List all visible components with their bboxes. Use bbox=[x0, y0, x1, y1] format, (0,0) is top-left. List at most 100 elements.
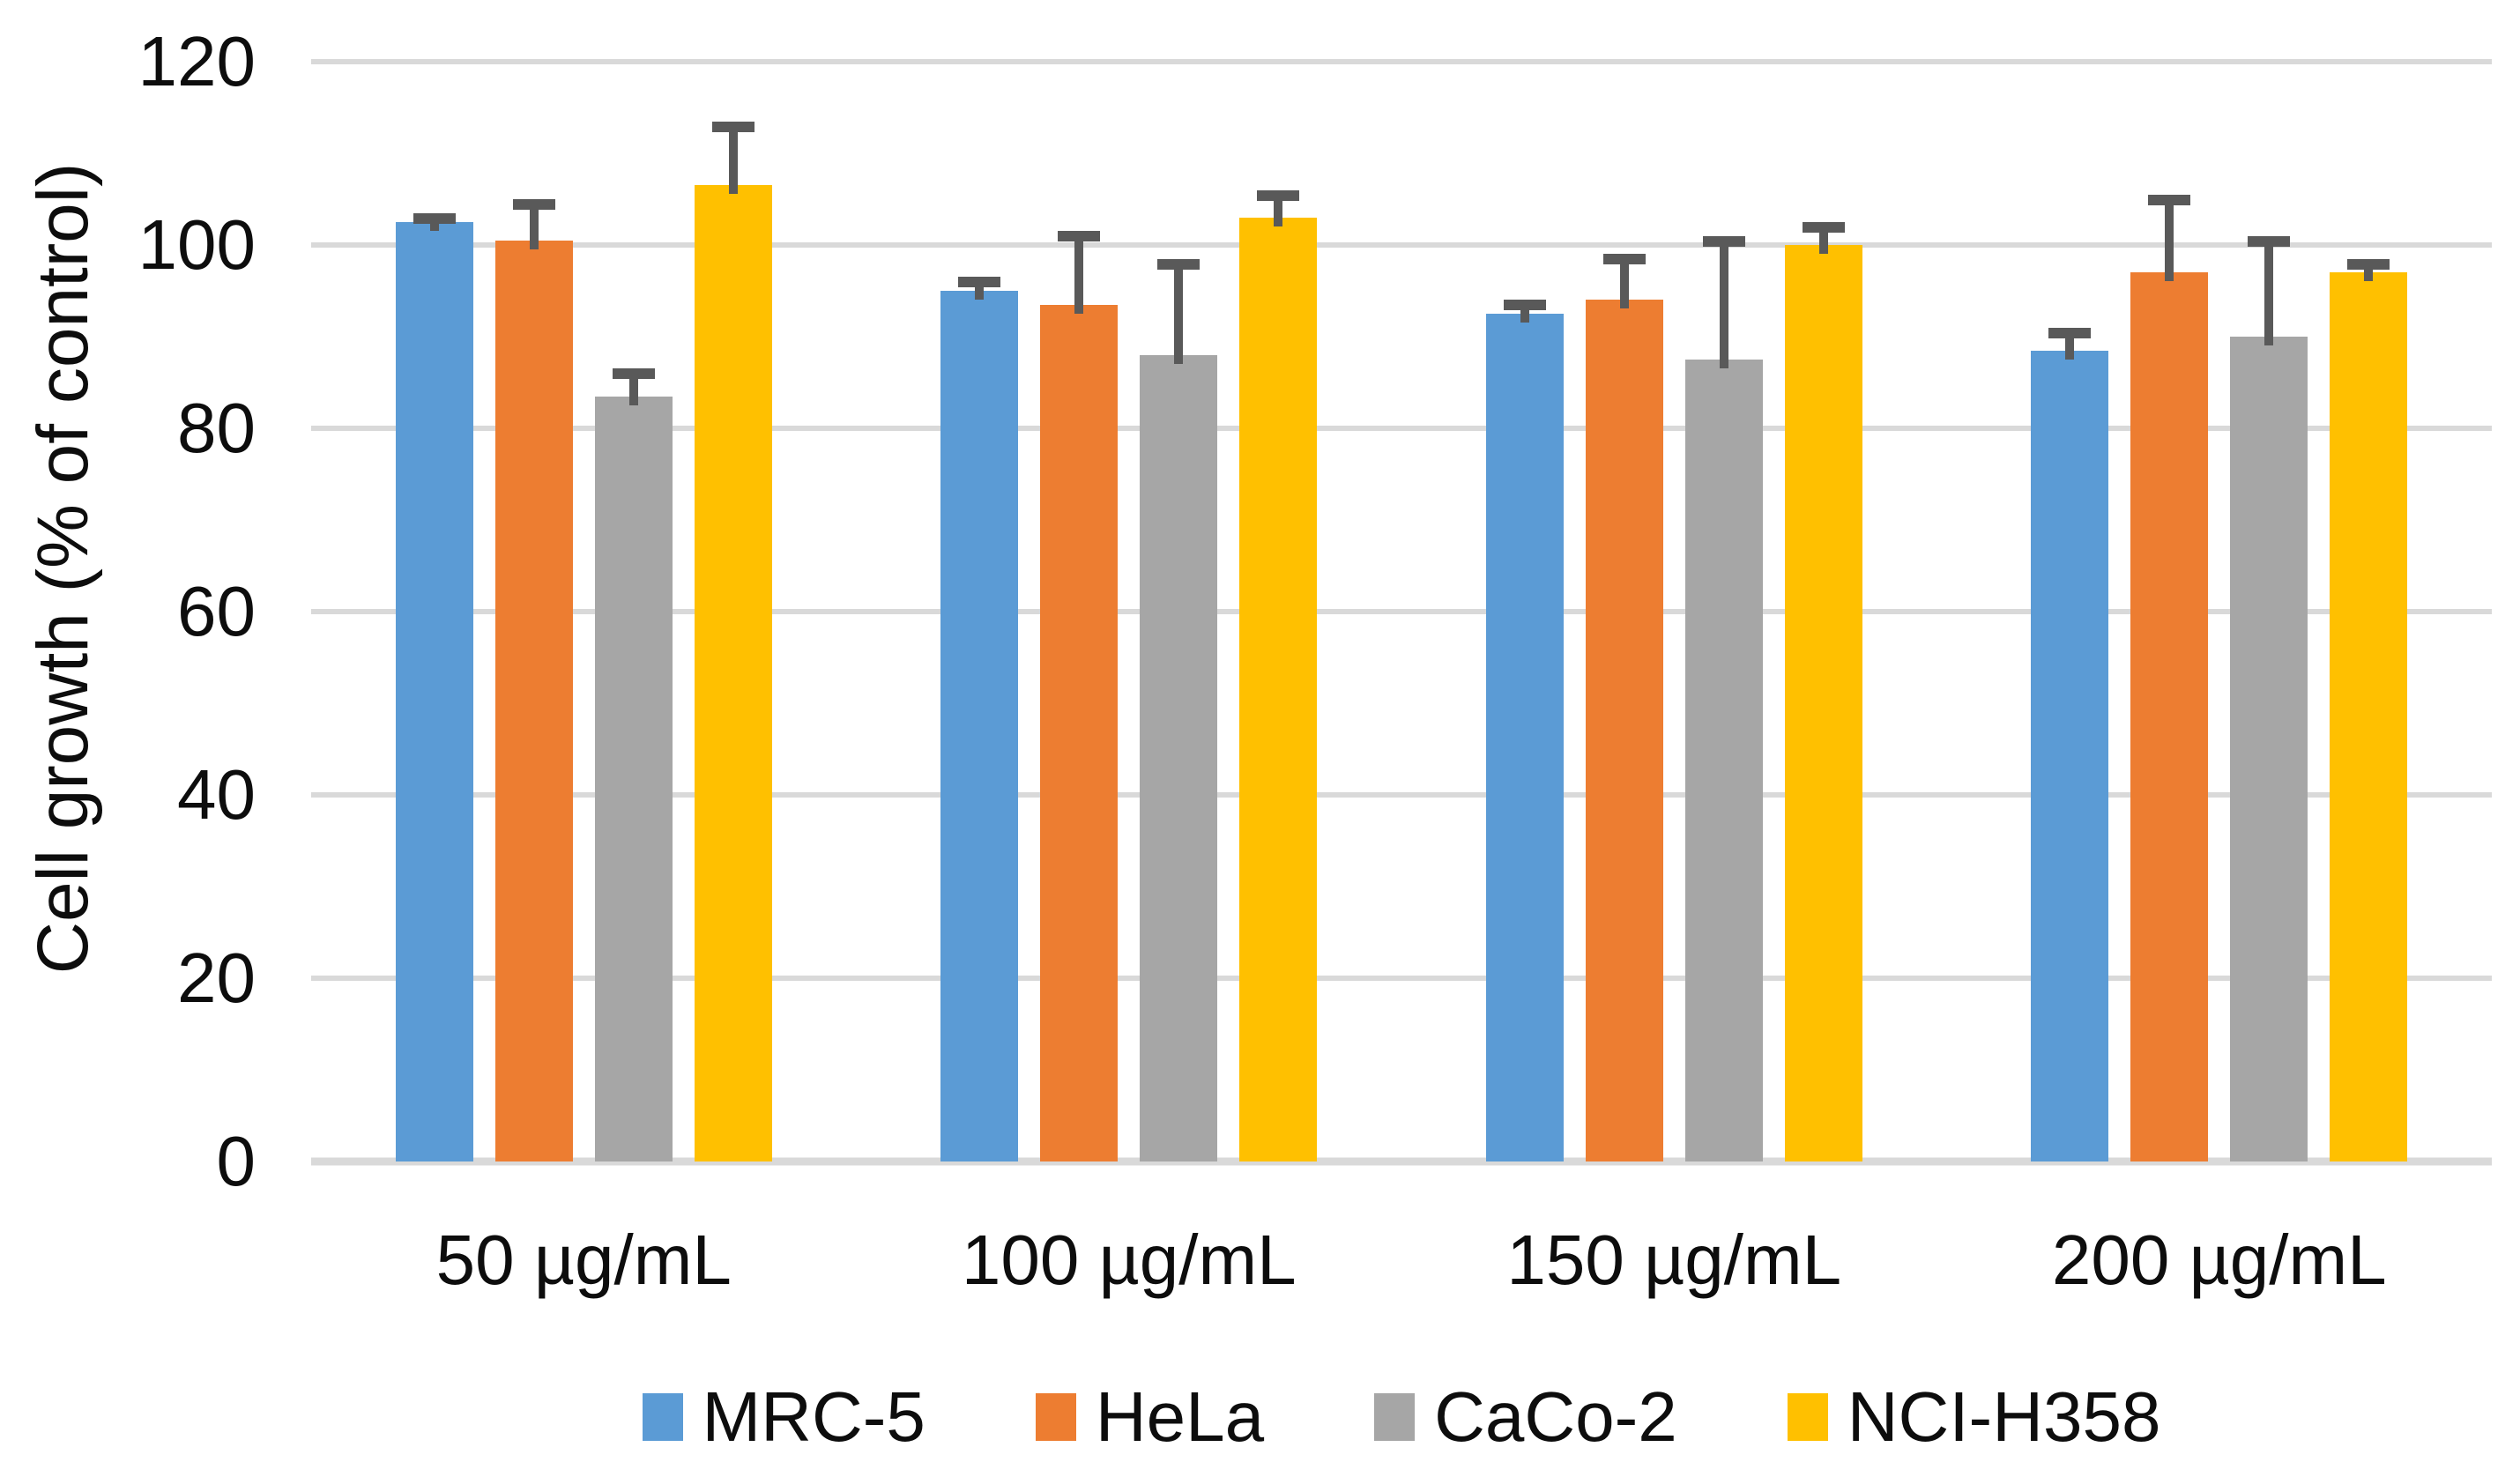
error-bar-stem bbox=[529, 199, 539, 249]
y-tick-label: 40 bbox=[177, 755, 256, 834]
bar-mrc-5 bbox=[2031, 327, 2109, 1161]
legend-label: HeLa bbox=[1095, 1377, 1265, 1456]
bar-group bbox=[857, 62, 1402, 1161]
legend-item-hela: HeLa bbox=[1035, 1377, 1265, 1456]
error-bar-stem bbox=[2264, 235, 2274, 345]
error-bar bbox=[2048, 327, 2092, 360]
error-bar bbox=[1503, 300, 1546, 323]
legend-swatch-icon bbox=[1787, 1393, 1828, 1441]
bar-hela bbox=[1585, 254, 1663, 1161]
y-tick-label: 100 bbox=[138, 205, 256, 284]
y-tick-label: 60 bbox=[177, 572, 256, 650]
legend-label: MRC-5 bbox=[702, 1377, 925, 1456]
x-category-label: 100 µg/mL bbox=[961, 1221, 1297, 1299]
bar-hela bbox=[494, 199, 573, 1161]
gridline bbox=[311, 426, 2492, 431]
error-bar-cap bbox=[1058, 231, 1101, 242]
legend: MRC-5 HeLa CaCo-2 NCI-H358 bbox=[311, 1382, 2492, 1452]
legend-swatch-icon bbox=[1374, 1393, 1416, 1441]
error-bar-cap bbox=[1257, 189, 1300, 201]
error-bar-cap bbox=[2048, 327, 2092, 338]
legend-item-caco-2: CaCo-2 bbox=[1374, 1382, 1677, 1452]
y-axis-title: Cell growth (% of control) bbox=[23, 162, 103, 975]
error-bar bbox=[1157, 258, 1201, 364]
error-bar-stem bbox=[1619, 254, 1629, 309]
error-bar bbox=[413, 212, 456, 231]
error-bar bbox=[2347, 258, 2390, 282]
error-bar-cap bbox=[512, 199, 555, 211]
legend-label: NCI-H358 bbox=[1847, 1377, 2161, 1456]
x-category-label: 50 µg/mL bbox=[435, 1221, 732, 1299]
legend-label: CaCo-2 bbox=[1434, 1377, 1677, 1456]
error-bar bbox=[512, 199, 555, 249]
x-category-label: 150 µg/mL bbox=[1506, 1221, 1842, 1299]
bar-caco-2 bbox=[594, 368, 673, 1161]
bar-mrc-5 bbox=[1485, 300, 1564, 1161]
error-bar bbox=[1602, 254, 1646, 309]
error-bar-cap bbox=[413, 212, 456, 224]
error-bar bbox=[2148, 194, 2191, 282]
error-bar-stem bbox=[2065, 327, 2075, 360]
error-bar-stem bbox=[1719, 235, 1728, 368]
y-tick-label: 0 bbox=[216, 1122, 256, 1200]
error-bar bbox=[1702, 235, 1745, 368]
error-bar bbox=[1802, 222, 1845, 254]
error-bar bbox=[711, 121, 755, 195]
error-bar-cap bbox=[1157, 258, 1201, 270]
gridline bbox=[311, 609, 2492, 614]
gridline bbox=[311, 59, 2492, 64]
error-bar-stem bbox=[1274, 189, 1283, 226]
bar-group bbox=[1401, 62, 1947, 1161]
error-bar-cap bbox=[612, 368, 655, 380]
error-bar-stem bbox=[1818, 222, 1828, 254]
error-bar-stem bbox=[2364, 258, 2374, 282]
error-bar bbox=[2248, 235, 2291, 345]
bar-caco-2 bbox=[2230, 235, 2308, 1161]
bar-nci-h358 bbox=[694, 121, 772, 1161]
error-bar bbox=[958, 277, 1001, 300]
bar-group bbox=[1947, 62, 2493, 1161]
error-bar-cap bbox=[1802, 222, 1845, 233]
error-bar-stem bbox=[1520, 300, 1529, 323]
error-bar-cap bbox=[2347, 258, 2390, 270]
error-bar-cap bbox=[2248, 235, 2291, 247]
error-bar-stem bbox=[628, 368, 638, 405]
error-bar bbox=[1257, 189, 1300, 226]
error-bar-cap bbox=[958, 277, 1001, 288]
bar-group bbox=[311, 62, 857, 1161]
bar-nci-h358 bbox=[2330, 258, 2408, 1161]
y-tick-label: 120 bbox=[138, 22, 256, 100]
gridline bbox=[311, 242, 2492, 248]
error-bar-cap bbox=[1602, 254, 1646, 265]
error-bar-cap bbox=[2148, 194, 2191, 205]
legend-swatch-icon bbox=[1035, 1393, 1076, 1441]
bar-caco-2 bbox=[1684, 235, 1763, 1161]
gridline bbox=[311, 976, 2492, 981]
y-tick-label: 80 bbox=[177, 389, 256, 467]
error-bar-stem bbox=[975, 277, 985, 300]
x-category-label: 200 µg/mL bbox=[2051, 1221, 2387, 1299]
error-bar bbox=[612, 368, 655, 405]
error-bar-cap bbox=[1503, 300, 1546, 311]
bar-caco-2 bbox=[1140, 258, 1218, 1161]
error-bar-cap bbox=[711, 121, 755, 132]
legend-item-nci-h358: NCI-H358 bbox=[1787, 1377, 2161, 1456]
y-tick-label: 20 bbox=[177, 939, 256, 1017]
bar-nci-h358 bbox=[1784, 222, 1862, 1161]
bar-nci-h358 bbox=[1239, 189, 1318, 1161]
error-bar-stem bbox=[1074, 231, 1084, 314]
bar-hela bbox=[2130, 194, 2209, 1161]
gridline bbox=[311, 792, 2492, 798]
bar-mrc-5 bbox=[940, 277, 1019, 1161]
bar-mrc-5 bbox=[395, 212, 473, 1161]
error-bar-stem bbox=[728, 121, 738, 195]
error-bar-stem bbox=[1174, 258, 1184, 364]
error-bar-stem bbox=[2165, 194, 2174, 282]
legend-item-mrc-5: MRC-5 bbox=[642, 1377, 925, 1456]
error-bar bbox=[1058, 231, 1101, 314]
x-axis-line bbox=[311, 1157, 2492, 1166]
error-bar-cap bbox=[1702, 235, 1745, 247]
bar-hela bbox=[1040, 231, 1119, 1161]
plot-area bbox=[311, 59, 2492, 1166]
